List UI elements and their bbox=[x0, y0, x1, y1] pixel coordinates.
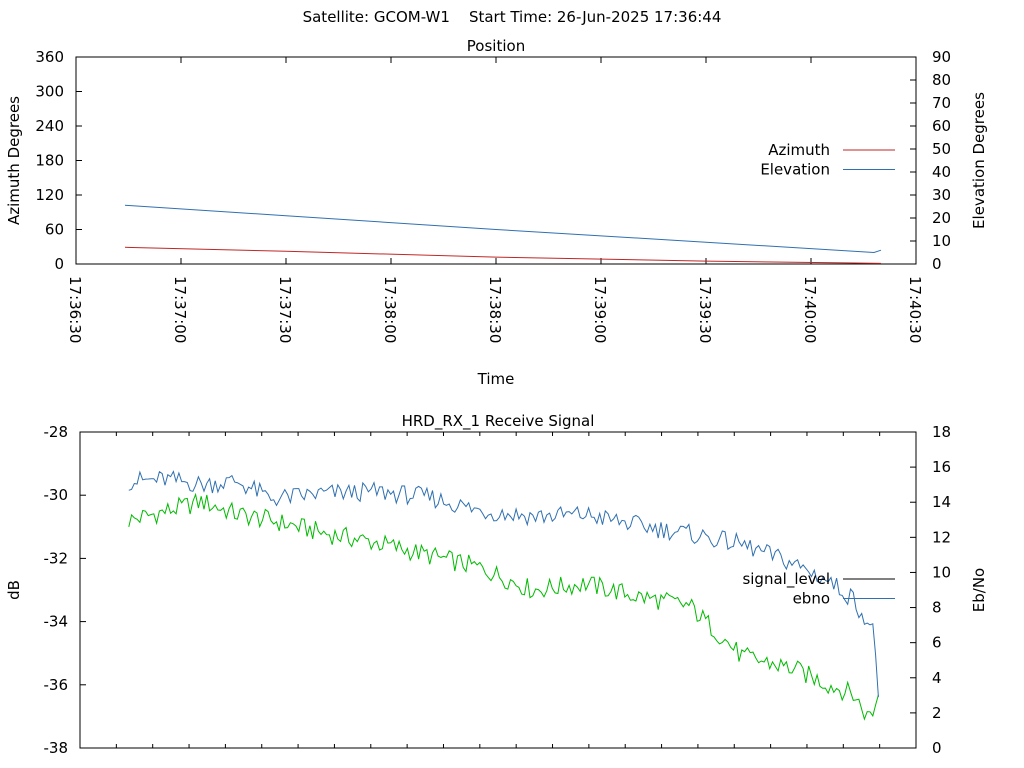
x-tick-label: 17:37:00 bbox=[171, 276, 189, 343]
y2-tick-label: 60 bbox=[932, 117, 951, 135]
y2-tick-label: 40 bbox=[932, 163, 951, 181]
x-tick-label: 17:40:30 bbox=[906, 276, 924, 343]
y2-tick-label: 14 bbox=[932, 493, 951, 511]
y2-tick-label: 12 bbox=[932, 528, 951, 546]
y2-tick-label: 10 bbox=[932, 232, 951, 250]
y2-tick-label: 0 bbox=[932, 739, 942, 757]
chart-header-title: Satellite: GCOM-W1 Start Time: 26-Jun-20… bbox=[303, 8, 722, 26]
legend-label: signal_level bbox=[742, 570, 830, 589]
y2-axis-label: Elevation Degrees bbox=[970, 92, 988, 229]
y2-tick-label: 6 bbox=[932, 634, 942, 652]
series-line-ebno bbox=[128, 470, 879, 698]
y2-tick-label: 50 bbox=[932, 140, 951, 158]
y2-tick-label: 8 bbox=[932, 599, 942, 617]
x-tick-label: 17:38:00 bbox=[381, 276, 399, 343]
x-tick-label: 17:38:30 bbox=[486, 276, 504, 343]
y-axis-label: dB bbox=[5, 580, 23, 600]
position-chart: Position 0 60 120 180 240 300 360 0 10 20 30 40 50 60 7… bbox=[5, 37, 988, 388]
y2-tick-label: 90 bbox=[932, 48, 951, 66]
x-tick-label: 17:40:00 bbox=[801, 276, 819, 343]
y-tick-label: -36 bbox=[44, 676, 69, 694]
y2-tick-label: 4 bbox=[932, 669, 942, 687]
y-tick-label: -34 bbox=[44, 613, 69, 631]
y2-tick-label: 2 bbox=[932, 704, 942, 722]
series-line-azimuth bbox=[124, 246, 882, 264]
y2-tick-label: 0 bbox=[932, 255, 942, 273]
legend-label: ebno bbox=[793, 590, 830, 608]
y2-tick-label: 18 bbox=[932, 423, 951, 441]
x-tick-label: 17:39:30 bbox=[696, 276, 714, 343]
y2-tick-label: 70 bbox=[932, 94, 951, 112]
series-line-signal_level bbox=[128, 492, 879, 721]
legend-label: Azimuth bbox=[768, 141, 830, 159]
y-tick-label: -30 bbox=[44, 486, 69, 504]
x-tick-label: 17:36:30 bbox=[66, 276, 84, 343]
y2-tick-label: 80 bbox=[932, 71, 951, 89]
plot-frame bbox=[79, 431, 917, 749]
y2-tick-label: 10 bbox=[932, 563, 951, 581]
y-axis-label: Azimuth Degrees bbox=[5, 96, 23, 225]
y-tick-label: -28 bbox=[44, 423, 69, 441]
y-tick-label: 60 bbox=[45, 221, 64, 239]
y2-tick-label: 16 bbox=[932, 458, 951, 476]
series-line-elevation bbox=[124, 204, 882, 254]
y2-tick-label: 30 bbox=[932, 186, 951, 204]
x-axis-label: Time bbox=[477, 370, 515, 388]
legend-label: Elevation bbox=[760, 161, 830, 179]
y-tick-label: 240 bbox=[35, 117, 64, 135]
y-tick-label: -38 bbox=[44, 739, 69, 757]
y2-tick-label: 20 bbox=[932, 209, 951, 227]
x-tick-label: 17:39:00 bbox=[591, 276, 609, 343]
y2-axis-label: Eb/No bbox=[970, 568, 988, 612]
y-tick-label: 120 bbox=[35, 186, 64, 204]
y-tick-label: 0 bbox=[54, 255, 64, 273]
plot-title: HRD_RX_1 Receive Signal bbox=[402, 412, 595, 431]
y-tick-label: -32 bbox=[44, 549, 69, 567]
x-tick-label: 17:37:30 bbox=[276, 276, 294, 343]
y-tick-label: 300 bbox=[35, 83, 64, 101]
receive-signal-chart: HRD_RX_1 Receive Signal -38 -36 -34 -32 -30 -2… bbox=[5, 412, 988, 757]
y-tick-label: 360 bbox=[35, 48, 64, 66]
plot-title: Position bbox=[467, 37, 525, 55]
y-tick-label: 180 bbox=[35, 152, 64, 170]
